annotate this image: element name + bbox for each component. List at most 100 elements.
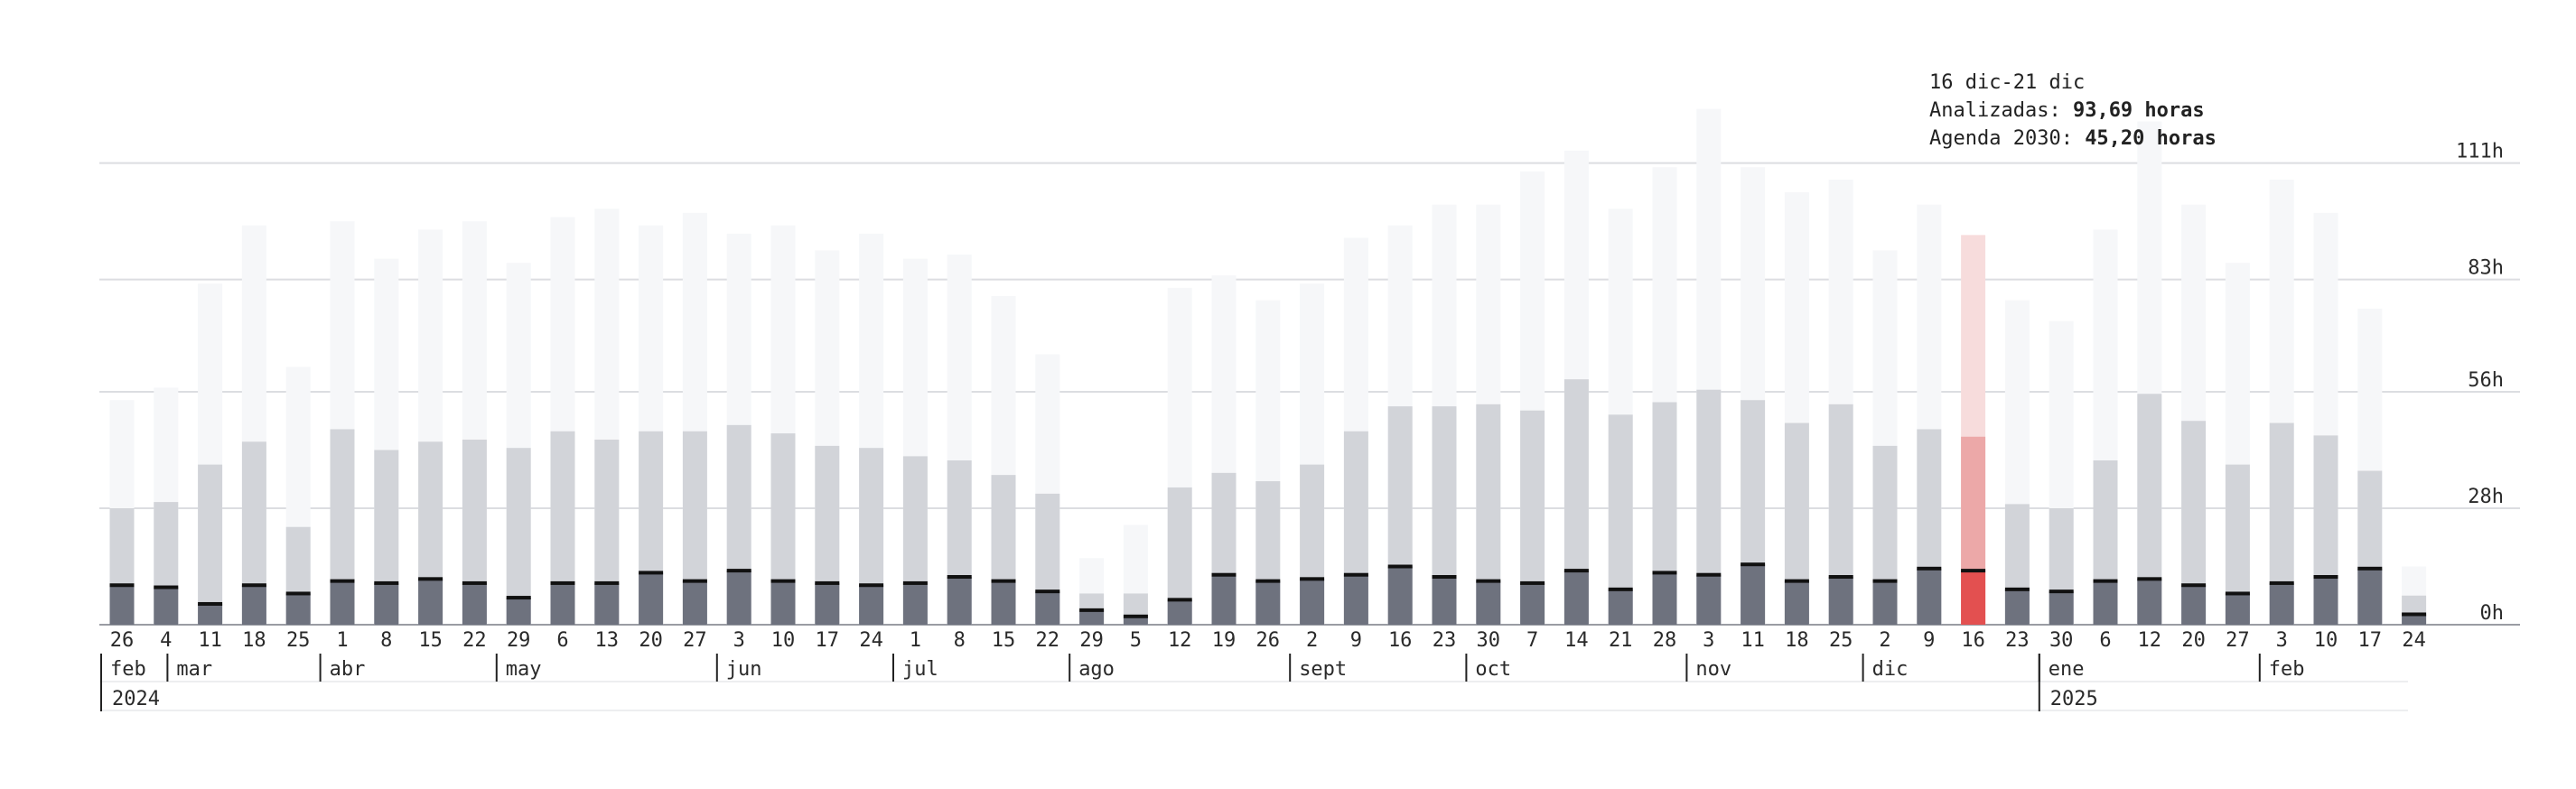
x-tick-label: 1 [336,629,348,652]
bar-agenda[interactable] [991,580,1016,625]
bar-agenda[interactable] [1167,599,1192,625]
bar-agenda[interactable] [1520,582,1545,625]
bar-agenda[interactable] [1652,572,1677,625]
bar-agenda-cap [330,579,355,583]
bar-agenda-cap [1167,598,1192,602]
x-tick-label: 6 [2099,629,2111,652]
bar-agenda[interactable] [374,582,399,625]
bar-agenda[interactable] [154,587,179,625]
bar-agenda-cap [639,571,664,575]
x-tick-label: 15 [992,629,1016,652]
bar-agenda[interactable] [198,603,223,625]
bar-agenda[interactable] [682,580,707,625]
x-tick-label: 24 [2402,629,2426,652]
bar-agenda-cap [1432,575,1457,580]
bar-agenda[interactable] [2313,577,2338,625]
bar-agenda-cap [1300,577,1325,581]
x-tick-label: 5 [1130,629,1142,652]
bar-agenda[interactable] [1784,580,1809,625]
bar-analizadas[interactable] [198,464,223,625]
bar-agenda[interactable] [550,582,575,625]
bar-agenda[interactable] [109,585,135,625]
bar-agenda[interactable] [2402,614,2427,625]
bar-agenda[interactable] [1387,566,1413,626]
x-tick-label: 3 [1703,629,1714,652]
bar-agenda[interactable] [1300,579,1325,625]
bar-agenda[interactable] [770,580,796,625]
bar-agenda[interactable] [418,579,443,625]
bar-agenda[interactable] [2137,579,2162,625]
hover-tooltip: 16 dic-21 dic Analizadas: 93,69 horas Ag… [1929,69,2217,153]
x-tick-label: 30 [2049,629,2074,652]
year-label: 2024 [112,688,160,710]
bar-agenda[interactable] [902,582,928,625]
bar-agenda[interactable] [330,580,355,625]
x-tick-label: 17 [2358,629,2383,652]
bar-agenda[interactable] [1563,571,1589,625]
bar-agenda[interactable] [2004,589,2030,625]
bar-agenda-cap [1079,608,1105,612]
bar-agenda-cap [374,580,399,585]
x-tick-label: 23 [2005,629,2030,652]
bar-agenda[interactable] [2357,568,2383,625]
bar-agenda[interactable] [1255,580,1281,625]
bar-agenda[interactable] [2269,582,2294,625]
x-tick-label: 27 [2226,629,2250,652]
bar-agenda[interactable] [1079,609,1105,625]
bar-agenda[interactable] [1035,591,1060,625]
bar-agenda[interactable] [2225,593,2250,625]
bar-agenda[interactable] [947,577,972,625]
bar-agenda[interactable] [1343,574,1368,625]
bar-agenda[interactable] [2181,585,2207,625]
x-tick-label: 16 [1961,629,1985,652]
tooltip-agenda-value: 45,20 horas [2085,127,2217,150]
bar-agenda-cap [2225,591,2250,596]
month-label: feb [2269,658,2305,681]
bar-agenda[interactable] [1608,589,1633,625]
x-tick-label: 1 [910,629,921,652]
bar-agenda[interactable] [859,585,884,625]
x-tick-label: 25 [286,629,311,652]
x-tick-label: 20 [2181,629,2206,652]
bar-agenda-cap [2313,575,2338,580]
bar-agenda-cap [859,583,884,588]
bar-agenda[interactable] [2049,591,2074,625]
bar-analizadas[interactable] [506,448,531,625]
bar-agenda-cap [109,583,135,588]
bar-agenda-cap [1961,569,1986,573]
x-tick-label: 29 [1079,629,1104,652]
bar-agenda[interactable] [1476,580,1501,625]
bar-agenda-cap [462,580,487,585]
x-tick-label: 20 [639,629,663,652]
x-tick-label: 17 [816,629,840,652]
bar-agenda[interactable] [1961,571,1986,625]
bar-agenda[interactable] [285,593,311,625]
bar-agenda-cap [550,580,575,585]
bar-agenda[interactable] [639,572,664,625]
bar-agenda-cap [1563,569,1589,573]
bar-agenda[interactable] [594,582,620,625]
bar-agenda[interactable] [1828,577,1853,625]
tooltip-agenda: Agenda 2030: 45,20 horas [1929,125,2217,153]
bar-agenda[interactable] [1696,574,1722,625]
x-tick-label: 11 [1741,629,1765,652]
bar-agenda[interactable] [726,571,751,625]
bar-agenda[interactable] [1123,616,1148,625]
bar-agenda[interactable] [1211,574,1237,625]
bar-agenda-cap [1917,566,1942,571]
bar-agenda[interactable] [1917,568,1942,625]
x-tick-label: 10 [2314,629,2338,652]
bar-agenda[interactable] [1872,580,1898,625]
bar-agenda[interactable] [815,582,840,625]
x-tick-label: 6 [556,629,568,652]
bar-agenda[interactable] [1432,577,1457,625]
bar-agenda[interactable] [1741,564,1766,625]
bar-agenda[interactable] [241,585,266,625]
x-tick-label: 12 [2138,629,2162,652]
bar-agenda-cap [1035,589,1060,594]
month-label: abr [330,658,366,681]
bar-agenda[interactable] [462,582,487,625]
x-tick-label: 16 [1388,629,1413,652]
bar-agenda[interactable] [506,598,531,625]
bar-agenda[interactable] [2093,580,2118,625]
